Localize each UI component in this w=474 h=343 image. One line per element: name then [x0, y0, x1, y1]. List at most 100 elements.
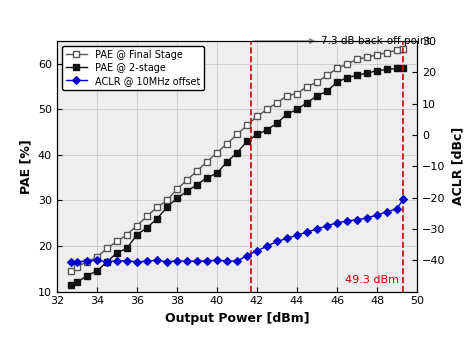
ACLR @ 10MHz offset [154, 258, 160, 262]
PAE @ Final Stage [134, 224, 140, 228]
Text: 49.3 dBm: 49.3 dBm [345, 275, 399, 285]
PAE @ Final Stage [274, 100, 280, 105]
PAE @ 2-stage [194, 182, 200, 187]
ACLR @ 10MHz offset [384, 210, 390, 214]
PAE @ Final Stage [124, 233, 130, 237]
PAE @ 2-stage [204, 176, 210, 180]
ACLR @ 10MHz offset [324, 224, 330, 228]
ACLR @ 10MHz offset [234, 259, 240, 263]
ACLR @ 10MHz offset [304, 230, 310, 234]
PAE @ 2-stage [314, 94, 320, 98]
ACLR @ 10MHz offset [400, 197, 406, 201]
ACLR @ 10MHz offset [334, 221, 340, 225]
PAE @ 2-stage [254, 132, 260, 137]
PAE @ Final Stage [94, 255, 100, 259]
PAE @ Final Stage [184, 178, 190, 182]
ACLR @ 10MHz offset [224, 259, 230, 263]
PAE @ Final Stage [400, 47, 406, 51]
PAE @ 2-stage [94, 269, 100, 273]
PAE @ Final Stage [394, 48, 400, 52]
PAE @ Final Stage [84, 260, 90, 264]
PAE @ 2-stage [124, 246, 130, 250]
PAE @ Final Stage [74, 264, 80, 269]
PAE @ 2-stage [214, 171, 220, 175]
ACLR @ 10MHz offset [174, 259, 180, 263]
ACLR @ 10MHz offset [264, 244, 270, 248]
ACLR @ 10MHz offset [94, 258, 100, 262]
PAE @ 2-stage [134, 233, 140, 237]
ACLR @ 10MHz offset [274, 239, 280, 244]
PAE @ 2-stage [84, 274, 90, 278]
ACLR @ 10MHz offset [104, 260, 110, 264]
Line: PAE @ 2-stage: PAE @ 2-stage [68, 65, 406, 287]
PAE @ 2-stage [104, 260, 110, 264]
PAE @ 2-stage [374, 69, 380, 73]
PAE @ 2-stage [74, 280, 80, 284]
ACLR @ 10MHz offset [364, 216, 370, 220]
PAE @ Final Stage [194, 169, 200, 173]
PAE @ 2-stage [304, 100, 310, 105]
ACLR @ 10MHz offset [394, 206, 400, 211]
X-axis label: Output Power [dBm]: Output Power [dBm] [164, 312, 310, 325]
PAE @ Final Stage [114, 239, 120, 244]
Line: ACLR @ 10MHz offset: ACLR @ 10MHz offset [68, 197, 406, 264]
PAE @ 2-stage [294, 107, 300, 111]
PAE @ 2-stage [264, 128, 270, 132]
PAE @ Final Stage [144, 214, 150, 218]
PAE @ Final Stage [234, 132, 240, 137]
ACLR @ 10MHz offset [284, 236, 290, 240]
ACLR @ 10MHz offset [214, 258, 220, 262]
PAE @ Final Stage [224, 142, 230, 146]
PAE @ Final Stage [284, 94, 290, 98]
PAE @ 2-stage [154, 217, 160, 221]
Y-axis label: ACLR [dBc]: ACLR [dBc] [451, 127, 464, 205]
PAE @ Final Stage [164, 199, 170, 203]
PAE @ Final Stage [264, 107, 270, 111]
PAE @ Final Stage [204, 160, 210, 164]
PAE @ 2-stage [400, 66, 406, 70]
PAE @ Final Stage [104, 246, 110, 250]
PAE @ Final Stage [384, 50, 390, 55]
PAE @ 2-stage [114, 251, 120, 255]
ACLR @ 10MHz offset [244, 253, 250, 258]
ACLR @ 10MHz offset [68, 260, 74, 264]
PAE @ Final Stage [254, 114, 260, 118]
PAE @ Final Stage [354, 57, 360, 61]
Line: PAE @ Final Stage: PAE @ Final Stage [68, 47, 406, 274]
ACLR @ 10MHz offset [374, 213, 380, 217]
PAE @ 2-stage [68, 283, 74, 287]
PAE @ Final Stage [154, 205, 160, 209]
PAE @ 2-stage [244, 139, 250, 143]
PAE @ Final Stage [364, 55, 370, 59]
PAE @ 2-stage [384, 67, 390, 71]
PAE @ Final Stage [344, 62, 350, 66]
PAE @ 2-stage [184, 189, 190, 193]
ACLR @ 10MHz offset [204, 259, 210, 263]
ACLR @ 10MHz offset [144, 259, 150, 263]
PAE @ 2-stage [174, 196, 180, 200]
PAE @ 2-stage [234, 151, 240, 155]
PAE @ Final Stage [314, 80, 320, 84]
PAE @ Final Stage [214, 151, 220, 155]
PAE @ Final Stage [304, 85, 310, 89]
PAE @ Final Stage [244, 123, 250, 128]
ACLR @ 10MHz offset [254, 249, 260, 253]
ACLR @ 10MHz offset [134, 260, 140, 264]
ACLR @ 10MHz offset [354, 217, 360, 222]
Y-axis label: PAE [%]: PAE [%] [19, 139, 32, 194]
ACLR @ 10MHz offset [84, 259, 90, 263]
ACLR @ 10MHz offset [344, 219, 350, 223]
PAE @ 2-stage [324, 89, 330, 93]
ACLR @ 10MHz offset [74, 260, 80, 264]
ACLR @ 10MHz offset [314, 227, 320, 231]
PAE @ 2-stage [354, 73, 360, 78]
PAE @ 2-stage [344, 75, 350, 80]
PAE @ Final Stage [68, 269, 74, 273]
PAE @ 2-stage [274, 121, 280, 125]
PAE @ Final Stage [294, 92, 300, 96]
ACLR @ 10MHz offset [294, 233, 300, 237]
ACLR @ 10MHz offset [184, 259, 190, 263]
PAE @ Final Stage [324, 73, 330, 78]
PAE @ 2-stage [364, 71, 370, 75]
ACLR @ 10MHz offset [164, 260, 170, 264]
